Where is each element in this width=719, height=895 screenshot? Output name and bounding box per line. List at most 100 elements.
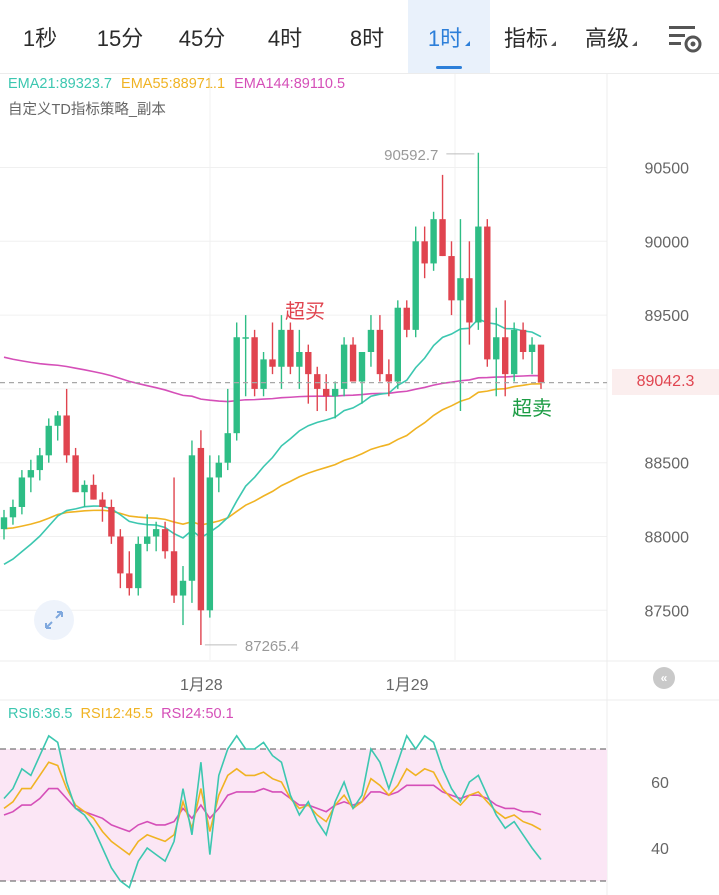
tab-6[interactable]: 指标	[490, 0, 570, 73]
tab-4[interactable]: 8时	[326, 0, 408, 73]
rsi-tick-label: 40	[651, 841, 669, 858]
tab-label: 8时	[349, 25, 385, 51]
candle-body	[412, 241, 419, 330]
active-tab-indicator	[436, 66, 462, 69]
candle-body	[251, 337, 258, 389]
candle-body	[108, 506, 115, 537]
candle-body	[502, 337, 509, 375]
candle-body	[314, 374, 321, 389]
candle-body	[0, 517, 8, 530]
tab-2[interactable]: 45分	[160, 0, 244, 73]
date-label: 1月29	[386, 677, 429, 694]
date-label: 1月28	[180, 677, 223, 694]
tab-1[interactable]: 15分	[80, 0, 160, 73]
candle-body	[269, 359, 276, 367]
candle-body	[385, 374, 393, 382]
candle-body	[430, 219, 437, 264]
tab-label: 45分	[178, 25, 226, 51]
candle-body	[305, 352, 312, 375]
candle-body	[90, 484, 97, 500]
candle-body	[475, 226, 482, 323]
candle-body	[72, 455, 79, 493]
price-tick-label: 89500	[645, 308, 690, 325]
tab-label: 1秒	[22, 25, 58, 51]
strategy-label[interactable]: 自定义TD指标策略_副本	[8, 102, 166, 118]
candle-body	[188, 455, 196, 581]
rsi24-line	[3, 784, 542, 833]
tab-label: 4时	[267, 25, 303, 51]
rsi-legend: RSI6:36.5 RSI12:45.5 RSI24:50.1	[8, 706, 238, 722]
candle-body	[457, 278, 464, 301]
candle-body	[242, 337, 249, 339]
candle-body	[278, 329, 285, 367]
candle-body	[367, 329, 375, 352]
rsi-tick-label: 60	[651, 775, 669, 792]
candle-body	[421, 241, 428, 264]
candle-body	[63, 415, 70, 456]
tab-label: 15分	[96, 25, 144, 51]
dropdown-corner-icon	[465, 41, 471, 46]
candle-body	[206, 477, 214, 611]
chart-settings-icon[interactable]	[666, 20, 704, 56]
candle-body	[36, 455, 43, 471]
candle-body	[161, 529, 169, 552]
candle-body	[260, 359, 267, 389]
candle-body	[403, 307, 410, 330]
tab-label: 指标	[503, 25, 548, 51]
oversold-marker: 超卖	[512, 397, 552, 420]
candle-body	[54, 415, 61, 426]
double-chevron-left-icon: «	[660, 671, 668, 685]
candle-body	[510, 329, 518, 375]
candle-body	[394, 307, 401, 382]
candle-body	[528, 344, 536, 352]
tab-3[interactable]: 4时	[244, 0, 326, 73]
candle-body	[439, 219, 446, 257]
rsi6-label: RSI6:36.5	[8, 706, 73, 722]
ema55-label: EMA55:88971.1	[121, 76, 226, 92]
rsi12-line	[3, 761, 542, 856]
min-price-label: 87265.4	[245, 638, 299, 655]
candle-body	[519, 329, 527, 352]
candle-body	[81, 484, 88, 493]
ema144-label: EMA144:89110.5	[234, 76, 346, 92]
price-tick-label: 90500	[645, 161, 690, 178]
candle-body	[135, 543, 142, 589]
candle-body	[197, 447, 205, 611]
candle-body	[376, 329, 384, 375]
price-tick-label: 88000	[645, 530, 690, 547]
candle-body	[358, 352, 366, 382]
candle-body	[349, 344, 357, 382]
price-tick-label: 87500	[645, 603, 690, 620]
dropdown-corner-icon	[632, 41, 637, 46]
candle-body	[126, 573, 133, 589]
max-price-label: 90592.7	[384, 147, 438, 164]
candle-body	[179, 580, 187, 596]
overbought-marker: 超买	[285, 300, 325, 323]
candle-body	[493, 337, 500, 360]
price-tick-label: 88500	[645, 456, 690, 473]
candle-body	[537, 344, 545, 383]
rsi12-label: RSI12:45.5	[80, 706, 154, 722]
candle-body	[170, 551, 178, 596]
tab-5[interactable]: 1时	[408, 0, 490, 73]
ema-legend: EMA21:89323.7 EMA55:88971.1 EMA144:89110…	[8, 76, 350, 92]
tab-0[interactable]: 1秒	[0, 0, 80, 73]
ema55-line	[3, 383, 542, 530]
tab-label: 高级	[584, 25, 629, 51]
candle-body	[144, 536, 151, 544]
candle-body	[215, 462, 222, 478]
collapse-axis-button[interactable]: «	[653, 667, 675, 689]
candle-body	[296, 352, 303, 367]
ema21-label: EMA21:89323.7	[8, 76, 112, 92]
tab-7[interactable]: 高级	[570, 0, 652, 73]
candle-body	[340, 344, 348, 389]
candle-body	[323, 388, 330, 397]
expand-chart-button[interactable]	[34, 600, 74, 640]
price-tick-label: 90000	[645, 234, 690, 251]
ema21-line	[3, 318, 542, 565]
candle-body	[287, 329, 294, 367]
candle-body	[233, 337, 240, 434]
candle-body	[448, 256, 455, 301]
candle-body	[99, 499, 106, 507]
